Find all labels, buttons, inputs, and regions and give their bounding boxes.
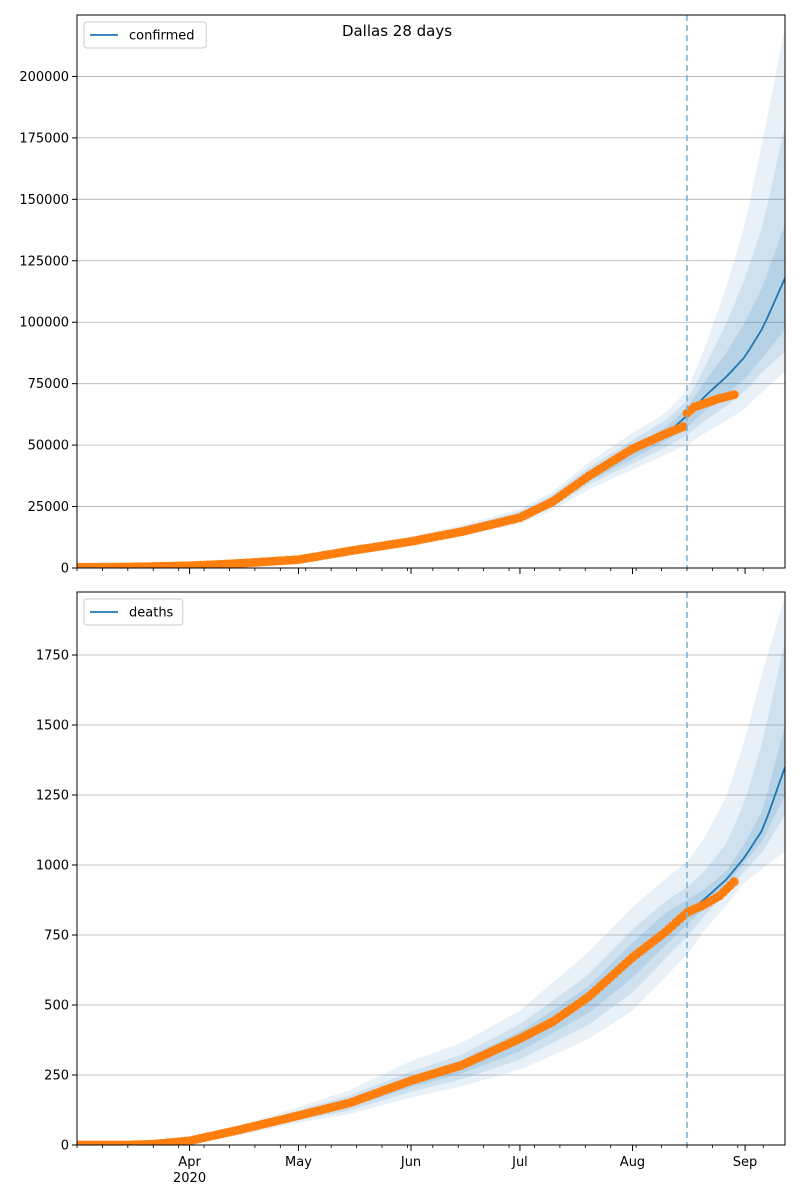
- chart-title: Dallas 28 days: [342, 22, 452, 40]
- x-tick-year-label: 2020: [173, 1171, 206, 1186]
- uncertainty-band: [77, 596, 785, 1145]
- x-tick-label: Apr: [178, 1155, 201, 1170]
- y-tick-label: 0: [61, 1139, 69, 1154]
- x-tick-label: Jun: [400, 1155, 421, 1170]
- y-tick-label: 50000: [28, 439, 69, 454]
- y-tick-label: 175000: [19, 131, 69, 146]
- plot-area: [77, 27, 785, 568]
- uncertainty-band: [77, 725, 785, 1145]
- observed-point: [678, 422, 688, 432]
- observed-point: [729, 390, 739, 400]
- y-tick-label: 250: [44, 1069, 69, 1084]
- legend-box: [83, 598, 184, 626]
- y-tick-label: 150000: [19, 193, 69, 208]
- axes-frame: [76, 591, 786, 1146]
- y-tick-label: 0: [61, 562, 69, 577]
- y-tick-label: 200000: [19, 70, 69, 85]
- y-tick-label: 25000: [28, 500, 69, 515]
- x-tick-label: Jul: [511, 1155, 528, 1170]
- x-tick-label: Aug: [620, 1155, 645, 1170]
- y-tick-label: 1250: [36, 789, 69, 804]
- legend-label: confirmed: [129, 29, 195, 44]
- y-tick-label: 75000: [28, 377, 69, 392]
- y-tick-label: 1000: [36, 859, 69, 874]
- legend: deaths: [83, 598, 184, 626]
- x-tick-label: Sep: [733, 1155, 758, 1170]
- legend-label: deaths: [129, 606, 174, 621]
- x-tick-label: May: [285, 1155, 312, 1170]
- legend-box: [83, 21, 207, 49]
- uncertainty-band: [77, 125, 785, 568]
- y-tick-label: 500: [44, 999, 69, 1014]
- observed-point: [729, 877, 739, 887]
- confirmed-panel: 0 25000 50000 75000 100000 125000 150000 175000…: [19, 14, 786, 577]
- y-tick-label: 1750: [36, 649, 69, 664]
- axes-frame: [76, 14, 786, 569]
- y-tick-label: 1500: [36, 719, 69, 734]
- legend: confirmed: [83, 21, 207, 49]
- y-tick-label: 100000: [19, 316, 69, 331]
- y-tick-label: 125000: [19, 254, 69, 269]
- y-tick-label: 750: [44, 929, 69, 944]
- plot-area: [77, 596, 785, 1145]
